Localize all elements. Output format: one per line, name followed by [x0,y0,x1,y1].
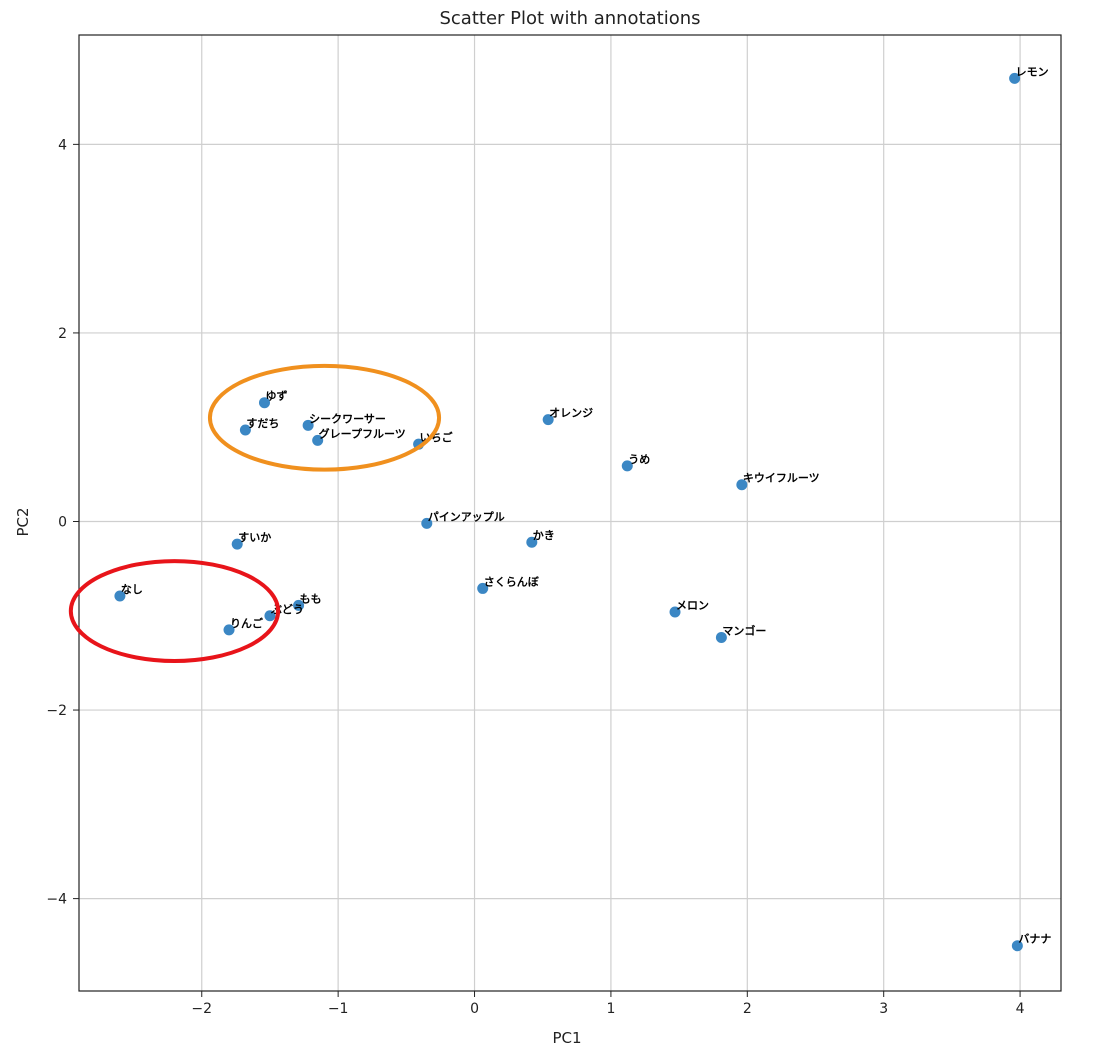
axis-ticks: −2 −1 0 1 2 3 4 −4 −2 0 2 4 [46,137,1024,1017]
data-point [223,624,235,636]
x-tick-label: −2 [191,1001,212,1017]
data-point [526,536,538,548]
y-tick-label: 0 [58,514,67,530]
point-label: かき [533,529,555,542]
data-point [264,610,276,622]
point-label: なし [121,583,143,596]
x-tick-label: 0 [470,1001,479,1017]
point-label: キウイフルーツ [743,472,820,485]
data-point [421,517,433,529]
point-label: メロン [676,599,709,612]
annotation-ellipse [207,363,442,472]
data-point [1011,940,1023,952]
point-label: ゆず [265,389,287,403]
data-point [312,434,324,446]
data-point [542,414,554,426]
data-point [239,424,251,436]
point-label: りんご [230,616,264,630]
x-tick-label: 1 [606,1001,615,1017]
y-axis-label: PC2 [14,507,32,536]
plot-area-frame [78,34,1062,992]
data-point [114,590,126,602]
data-point [621,460,633,472]
y-tick-label: 4 [58,137,67,153]
point-label: さくらんぼ [484,575,540,588]
point-label: すいか [238,531,271,544]
point-label: ぶどう [270,603,304,616]
point-label: レモン [1016,65,1049,78]
data-point [302,419,314,431]
data-point [736,479,748,491]
chart-title: Scatter Plot with annotations [439,8,700,29]
y-tick-label: 2 [58,326,67,342]
data-point [715,631,727,643]
data-point [669,606,681,618]
x-tick-label: −1 [328,1001,349,1017]
x-tick-label: 4 [1016,1001,1025,1017]
data-point [231,538,243,550]
data-point [477,582,489,594]
x-tick-label: 3 [879,1001,888,1017]
point-label: パインアップル [428,509,505,523]
y-tick-label: −4 [46,892,67,908]
grid [79,35,1061,991]
y-tick-label: −2 [46,703,67,719]
data-points [114,72,1023,952]
point-label: マンゴー [722,623,766,637]
data-point [293,599,305,611]
point-label: シークワーサー [309,412,386,425]
point-label: グレープフルーツ [319,426,406,440]
annotation-circles [68,363,442,664]
point-label: バナナ [1018,933,1051,946]
point-label: オレンジ [549,407,593,420]
point-label: うめ [628,453,650,466]
data-point [258,397,270,409]
x-tick-label: 2 [743,1001,752,1017]
annotation-ellipse [68,559,281,664]
point-label: もも [300,592,322,605]
point-label: すだち [246,417,279,430]
x-axis-label: PC1 [552,1029,581,1047]
data-point [1009,72,1021,84]
